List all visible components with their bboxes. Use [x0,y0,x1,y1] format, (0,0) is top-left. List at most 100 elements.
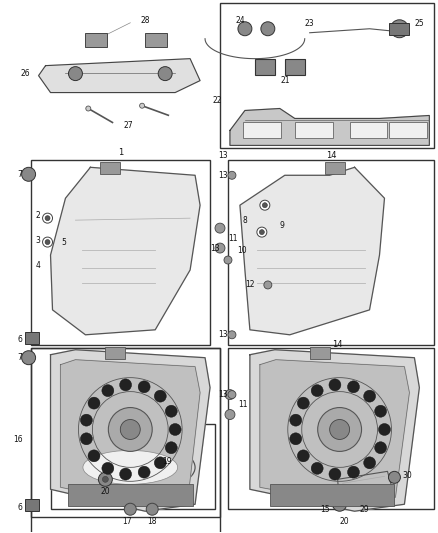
Circle shape [88,450,100,462]
Text: 20: 20 [340,516,350,526]
Text: 6: 6 [18,335,23,344]
Text: 10: 10 [237,246,247,255]
Bar [145,33,167,47]
Circle shape [102,462,114,474]
Bar [389,23,410,35]
Text: 25: 25 [414,19,424,28]
Circle shape [264,281,272,289]
Text: 11: 11 [238,400,247,409]
Circle shape [364,457,376,469]
Circle shape [347,466,360,478]
Polygon shape [39,59,200,93]
Circle shape [225,390,235,400]
Circle shape [215,223,225,233]
Text: 21: 21 [280,76,290,85]
Bar [31,348,220,533]
Circle shape [108,408,152,451]
Polygon shape [50,167,200,335]
Text: 6: 6 [18,503,23,512]
Text: 23: 23 [305,19,314,28]
Text: 12: 12 [245,280,255,289]
Polygon shape [230,109,429,146]
Text: 18: 18 [148,516,157,526]
Circle shape [311,385,323,397]
Text: 26: 26 [21,69,31,78]
Circle shape [88,397,100,409]
Circle shape [120,379,131,391]
Circle shape [99,472,112,486]
Circle shape [364,390,376,402]
Text: 13: 13 [219,171,228,180]
Circle shape [311,462,323,474]
Bar [295,123,332,139]
Bar [255,59,275,75]
Circle shape [158,67,172,80]
Text: 1: 1 [118,148,123,157]
Text: 7: 7 [18,170,23,179]
Circle shape [297,450,309,462]
Circle shape [154,457,166,469]
Bar [106,347,125,359]
Text: 13: 13 [219,390,228,399]
Text: 13: 13 [210,244,220,253]
Polygon shape [50,350,210,511]
Circle shape [290,414,302,426]
Polygon shape [250,350,419,511]
Text: 22: 22 [212,96,222,105]
Circle shape [297,397,309,409]
Circle shape [154,390,166,402]
Bar [243,123,281,139]
Circle shape [262,203,267,208]
Bar [31,160,210,345]
Bar [228,160,434,345]
Circle shape [124,503,136,515]
Circle shape [378,424,390,435]
Circle shape [259,230,265,235]
Bar [25,499,39,511]
Bar [350,123,388,139]
Text: 14: 14 [332,340,343,349]
Text: 2: 2 [36,211,41,220]
Circle shape [215,243,225,253]
Circle shape [329,379,341,391]
Circle shape [332,497,346,511]
Text: 4: 4 [35,261,41,270]
Bar [31,348,220,517]
Circle shape [261,22,275,36]
Circle shape [228,391,236,399]
Circle shape [68,67,82,80]
Circle shape [165,442,177,454]
Bar [228,348,434,509]
Text: 13: 13 [219,151,228,160]
Circle shape [138,466,150,478]
Circle shape [42,237,53,247]
Text: 27: 27 [124,121,133,130]
Circle shape [257,227,267,237]
Text: 19: 19 [162,457,172,466]
Ellipse shape [66,441,195,493]
Polygon shape [60,360,200,504]
Text: 15: 15 [320,505,330,514]
Text: 17: 17 [123,516,132,526]
Circle shape [347,381,360,393]
Bar [310,347,330,359]
Text: 7: 7 [18,353,23,362]
Bar [389,123,427,139]
Circle shape [329,468,341,480]
Circle shape [45,216,50,221]
Text: 3: 3 [35,236,41,245]
Text: 14: 14 [326,151,337,160]
Polygon shape [260,360,410,504]
Circle shape [102,477,108,482]
Text: 28: 28 [141,17,150,25]
Circle shape [21,351,35,365]
Circle shape [374,405,387,417]
Text: 24: 24 [235,17,245,25]
Circle shape [165,405,177,417]
Circle shape [86,106,91,111]
Circle shape [225,409,235,419]
Circle shape [290,433,302,445]
Bar [325,163,345,174]
Circle shape [228,171,236,179]
Bar [270,484,395,506]
